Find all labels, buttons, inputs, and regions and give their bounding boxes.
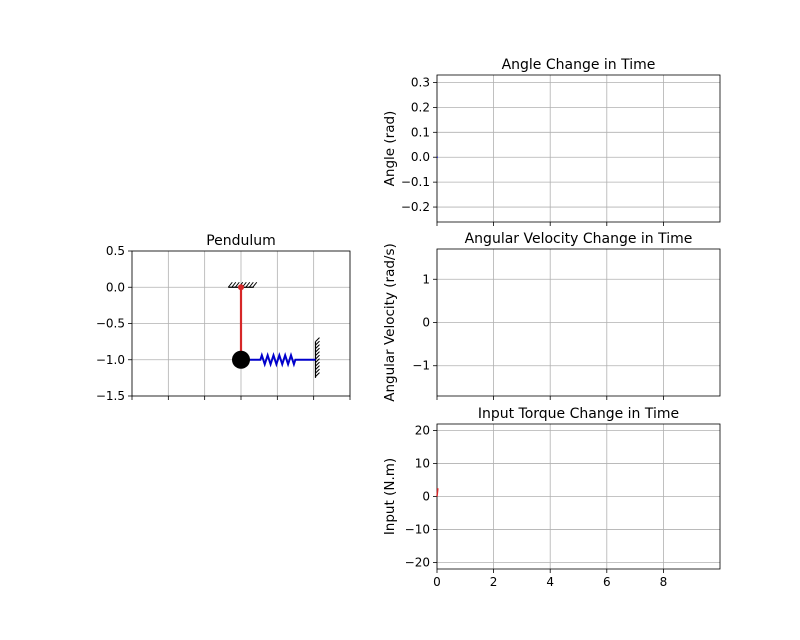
velocity-grid: [436, 249, 720, 396]
torque-chart: 0 2 4 6 8 20 10 0 −10 −20 Input Torque Change in T…: [382, 406, 721, 589]
y-tick-label: 10: [415, 457, 430, 471]
pendulum-chart: 0.5 0.0 −0.5 −1.0 −1.5 Pendulum: [96, 233, 351, 403]
y-tick-label: 0: [422, 490, 430, 504]
torque-ylabel: Input (N.m): [382, 458, 398, 535]
wall-hatch: [315, 344, 320, 349]
wall: [314, 337, 320, 378]
angle-ylabel: Angle (rad): [382, 111, 398, 187]
velocity-title: Angular Velocity Change in Time: [465, 231, 693, 247]
ceiling-hatch: [252, 281, 258, 288]
wall-hatch: [315, 340, 320, 346]
y-tick-label: −0.5: [96, 317, 125, 331]
y-tick-label: 20: [415, 424, 430, 438]
wall-hatch: [315, 372, 320, 377]
wall-hatch: [315, 368, 320, 374]
pendulum-bob: [232, 350, 250, 369]
wall-hatch: [315, 361, 320, 367]
pendulum-frame: [131, 250, 351, 397]
y-tick-label: 0.0: [411, 150, 430, 164]
torque-series-line: [436, 488, 439, 497]
x-tick-label: 4: [546, 575, 554, 589]
velocity-chart: 1 0 −1 Angular Velocity Change in Time Angul…: [382, 231, 721, 402]
wall-hatch: [315, 351, 320, 356]
wall-hatch: [315, 365, 320, 370]
y-tick-label: −0.2: [401, 200, 430, 214]
wall-hatch: [315, 358, 320, 363]
angle-grid: [436, 75, 720, 222]
angle-frame: [436, 74, 721, 223]
pendulum-title: Pendulum: [206, 233, 276, 249]
y-tick-label: 0.1: [411, 125, 430, 139]
spring: [241, 352, 316, 368]
ceiling-hatch: [231, 281, 237, 288]
ceiling-hatch: [248, 281, 254, 288]
x-tick-label: 6: [603, 575, 611, 589]
velocity-ylabel: Angular Velocity (rad/s): [382, 243, 398, 402]
ceiling-hatch: [227, 281, 233, 288]
y-tick-label: −10: [405, 522, 430, 536]
y-tick-label: −1: [412, 359, 430, 373]
wall-hatch: [315, 347, 320, 353]
torque-grid: [436, 424, 720, 569]
x-tick-label: 0: [433, 575, 441, 589]
y-tick-label: −1.5: [96, 389, 125, 403]
velocity-frame: [436, 248, 721, 397]
wall-hatch: [315, 354, 320, 360]
pivot-point: [238, 284, 244, 291]
torque-title: Input Torque Change in Time: [478, 406, 679, 422]
y-tick-label: −1.0: [96, 353, 125, 367]
angle-chart: 0.3 0.2 0.1 0.0 −0.1 −0.2 Angle Change in Time…: [382, 57, 721, 226]
y-tick-label: 0.2: [411, 100, 430, 114]
x-tick-label: 2: [490, 575, 498, 589]
y-tick-label: 1: [422, 272, 430, 286]
y-tick-label: −0.1: [401, 175, 430, 189]
wall-hatch: [315, 337, 320, 342]
y-tick-label: 0.3: [411, 75, 430, 89]
x-tick-label: 8: [660, 575, 668, 589]
y-tick-label: 0: [422, 316, 430, 330]
ceiling-hatch: [234, 281, 240, 288]
y-tick-label: 0.0: [106, 280, 125, 294]
y-tick-label: 0.5: [106, 244, 125, 258]
y-tick-label: −20: [405, 555, 430, 569]
angle-title: Angle Change in Time: [502, 57, 656, 73]
ceiling-hatch: [245, 281, 251, 288]
